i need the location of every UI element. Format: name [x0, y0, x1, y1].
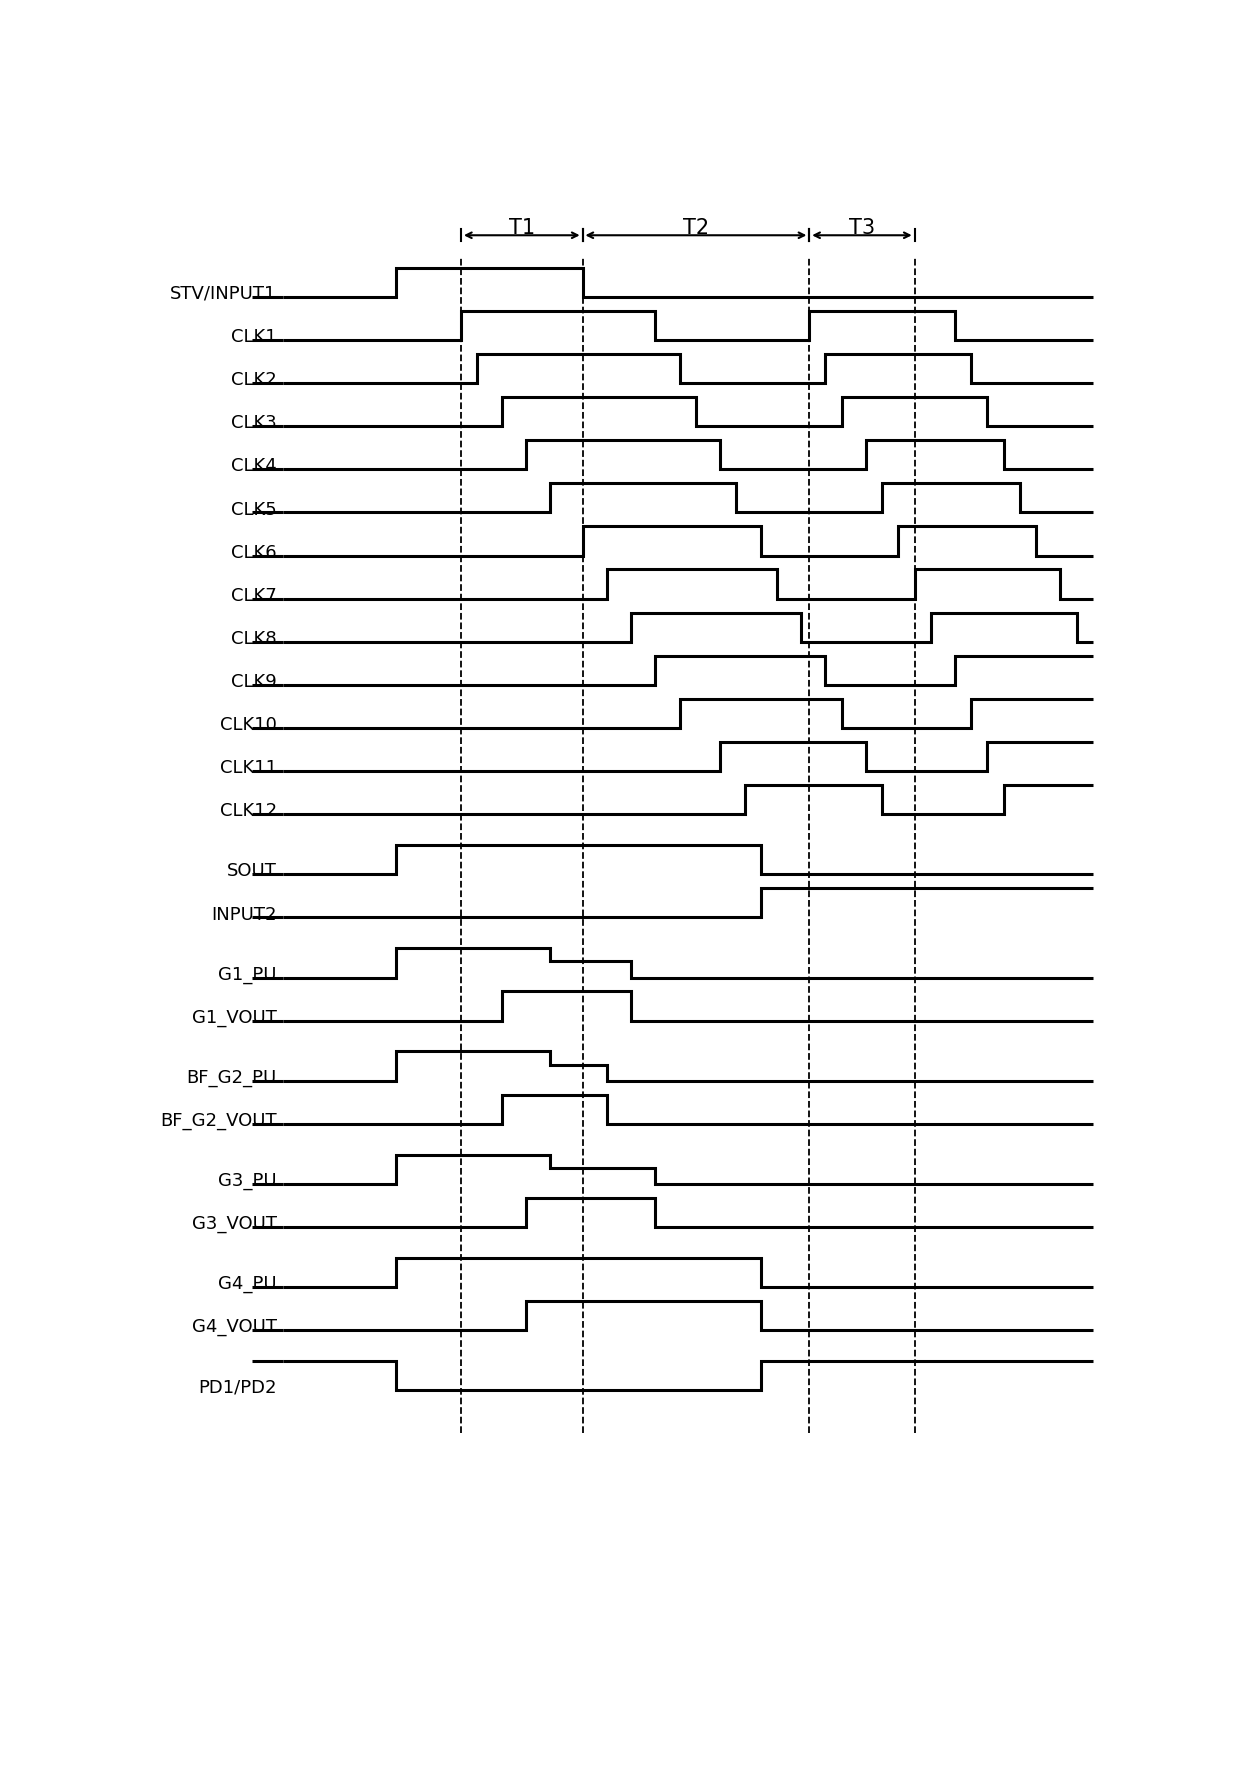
- Text: T2: T2: [683, 217, 709, 239]
- Text: G3_PU: G3_PU: [218, 1172, 277, 1190]
- Text: SOUT: SOUT: [227, 863, 277, 880]
- Text: T1: T1: [508, 217, 534, 239]
- Text: CLK1: CLK1: [231, 329, 277, 347]
- Text: CLK5: CLK5: [231, 500, 277, 518]
- Text: CLK6: CLK6: [231, 543, 277, 562]
- Text: CLK4: CLK4: [231, 458, 277, 476]
- Text: BF_G2_PU: BF_G2_PU: [186, 1070, 277, 1087]
- Text: CLK7: CLK7: [231, 587, 277, 605]
- Text: CLK8: CLK8: [231, 629, 277, 647]
- Text: T3: T3: [849, 217, 875, 239]
- Text: CLK11: CLK11: [219, 758, 277, 778]
- Text: G1_VOUT: G1_VOUT: [192, 1010, 277, 1027]
- Text: INPUT2: INPUT2: [211, 905, 277, 923]
- Text: CLK3: CLK3: [231, 414, 277, 433]
- Text: STV/INPUT1: STV/INPUT1: [170, 285, 277, 302]
- Text: CLK9: CLK9: [231, 674, 277, 691]
- Text: PD1/PD2: PD1/PD2: [198, 1379, 277, 1397]
- Text: G4_PU: G4_PU: [218, 1275, 277, 1292]
- Text: G1_PU: G1_PU: [218, 965, 277, 983]
- Text: CLK2: CLK2: [231, 371, 277, 389]
- Text: G4_VOUT: G4_VOUT: [192, 1319, 277, 1337]
- Text: BF_G2_VOUT: BF_G2_VOUT: [160, 1112, 277, 1130]
- Text: CLK10: CLK10: [219, 716, 277, 734]
- Text: CLK12: CLK12: [219, 803, 277, 820]
- Text: G3_VOUT: G3_VOUT: [192, 1215, 277, 1232]
